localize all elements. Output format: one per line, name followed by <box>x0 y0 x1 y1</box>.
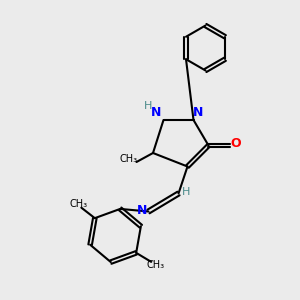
Text: CH₃: CH₃ <box>120 154 138 164</box>
Text: H: H <box>143 100 152 111</box>
Text: N: N <box>137 203 148 217</box>
Text: O: O <box>230 136 241 150</box>
Text: CH₃: CH₃ <box>69 199 87 209</box>
Text: H: H <box>182 187 190 197</box>
Text: N: N <box>193 106 203 119</box>
Text: N: N <box>151 106 161 119</box>
Text: CH₃: CH₃ <box>147 260 165 270</box>
